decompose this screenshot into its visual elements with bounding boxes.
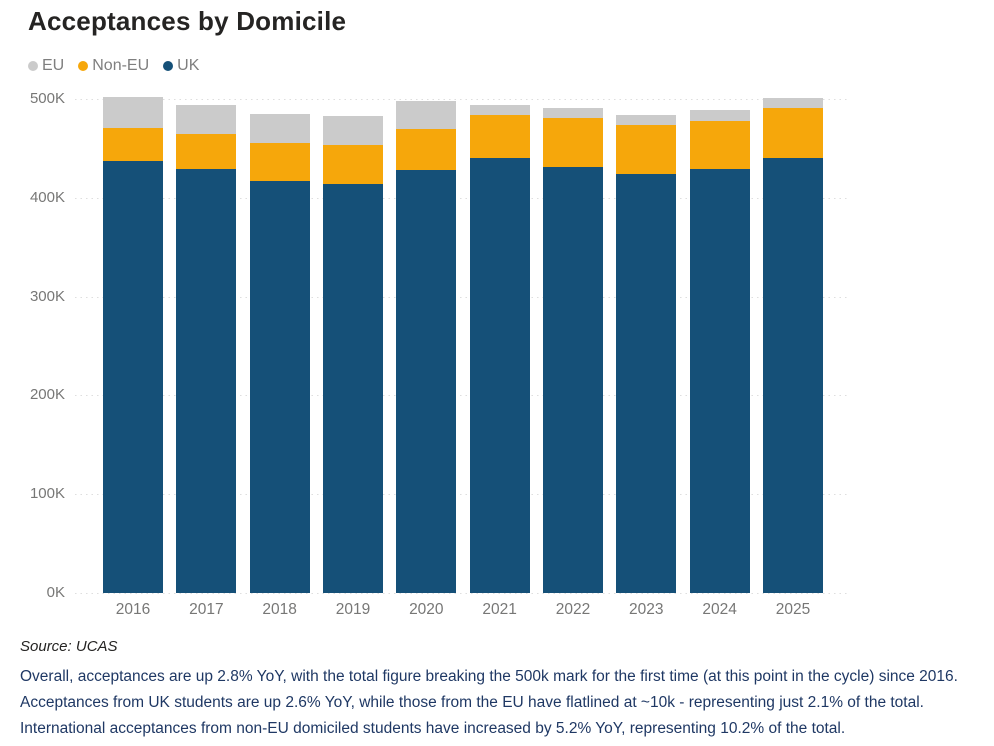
chart-legend: EU Non-EU UK [28,57,199,75]
legend-item-uk[interactable]: UK [163,57,199,75]
bar-2023-eu-segment[interactable] [616,114,677,125]
x-axis-tick-2017: 2017 [189,601,224,618]
bar-2025[interactable] [762,98,823,593]
x-axis-tick-2020: 2020 [409,601,444,618]
gridline-500K [75,99,850,100]
stacked-bar-chart: 0K 100K 200K 300K 400K 500K 2016 2017 2018 2019 2… [0,90,994,629]
bar-2024-uk-segment[interactable] [689,169,750,593]
bar-2019[interactable] [322,115,383,593]
bar-2016-eu-segment[interactable] [103,97,163,128]
gridline-0K [75,593,850,594]
bar-2018-uk-segment[interactable] [249,181,310,593]
y-axis-tick-400K: 400K [29,188,65,206]
y-axis-tick-300K: 300K [29,287,65,305]
y-axis-tick-200K: 200K [29,386,65,404]
bar-2016-non-eu-segment[interactable] [103,127,163,162]
eu-legend-dot-icon [28,61,38,71]
bar-2021-non-eu-segment[interactable] [469,114,530,159]
legend-item-non-eu[interactable]: Non-EU [78,57,149,75]
legend-item-eu[interactable]: EU [28,57,64,75]
bar-2025-eu-segment[interactable] [762,98,823,108]
bar-2017-eu-segment[interactable] [176,104,237,134]
non-eu-legend-dot-icon [78,61,89,71]
bar-2018-eu-segment[interactable] [249,113,310,144]
bar-2024-eu-segment[interactable] [689,109,750,121]
bar-2023[interactable] [616,114,677,593]
bar-2025-non-eu-segment[interactable] [762,107,823,159]
legend-label-uk: UK [177,57,200,74]
x-axis-tick-2025: 2025 [775,601,811,618]
y-axis: 0K 100K 200K 300K 400K 500K [0,90,65,601]
bar-2019-uk-segment[interactable] [322,183,383,593]
x-axis-tick-2021: 2021 [482,601,517,618]
x-axis-tick-2016: 2016 [115,601,151,618]
y-axis-tick-0K: 0K [46,584,65,601]
bar-2024[interactable] [689,109,750,593]
gridline-400K [75,197,850,199]
bar-2019-non-eu-segment[interactable] [322,145,383,184]
bar-2016-uk-segment[interactable] [103,161,163,593]
bar-2017-non-eu-segment[interactable] [176,133,237,170]
gridline-100K [75,494,850,496]
bar-2021-uk-segment[interactable] [469,158,530,593]
bar-2023-uk-segment[interactable] [616,174,677,593]
bar-2021-eu-segment[interactable] [469,104,530,115]
bar-2019-eu-segment[interactable] [322,115,383,146]
x-axis-tick-2024: 2024 [702,601,737,618]
bar-2017-uk-segment[interactable] [176,169,237,593]
legend-label-eu: EU [42,57,65,74]
bar-2022[interactable] [542,107,603,593]
bar-2020-uk-segment[interactable] [396,170,457,593]
source-note: Source: UCAS [20,638,118,655]
x-axis-tick-2019: 2019 [335,601,371,618]
x-axis-tick-2022: 2022 [555,601,591,618]
bar-2024-non-eu-segment[interactable] [689,120,750,170]
gridline-300K [75,296,850,298]
commentary-line-1: Overall, acceptances are up 2.8% YoY, wi… [20,668,958,685]
plot-area: 2016 2017 2018 2019 2020 2021 2022 2023 2024 2025 [75,97,850,618]
x-axis-tick-2018: 2018 [262,601,297,618]
bar-2022-non-eu-segment[interactable] [542,117,603,168]
bar-2020-non-eu-segment[interactable] [396,128,457,171]
commentary-text: Overall, acceptances are up 2.8% YoY, wi… [20,664,992,742]
y-axis-tick-100K: 100K [29,485,65,503]
bar-2016[interactable] [103,97,163,593]
x-axis-tick-2023: 2023 [629,601,664,618]
bar-2022-uk-segment[interactable] [542,167,603,593]
commentary-line-3: International acceptances from non-EU do… [20,720,846,737]
bar-2025-uk-segment[interactable] [762,158,823,593]
legend-label-non-eu: Non-EU [92,57,150,74]
bar-2017[interactable] [176,104,237,593]
bar-2022-eu-segment[interactable] [542,107,603,118]
gridline-200K [75,395,850,397]
bar-2023-non-eu-segment[interactable] [616,124,677,175]
chart-title: Acceptances by Domicile [28,6,347,36]
bar-2020[interactable] [396,101,457,593]
bar-2021[interactable] [469,104,530,593]
bar-2018-non-eu-segment[interactable] [249,143,310,182]
uk-legend-dot-icon [163,61,174,71]
bar-2020-eu-segment[interactable] [396,101,457,129]
commentary-line-2: Acceptances from UK students are up 2.6%… [20,694,924,711]
bar-2018[interactable] [249,113,310,593]
y-axis-tick-500K: 500K [29,90,65,107]
